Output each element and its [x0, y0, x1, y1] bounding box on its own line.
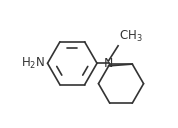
Text: H$_2$N: H$_2$N — [21, 56, 45, 71]
Text: N: N — [104, 57, 113, 70]
Text: CH$_3$: CH$_3$ — [119, 29, 143, 44]
